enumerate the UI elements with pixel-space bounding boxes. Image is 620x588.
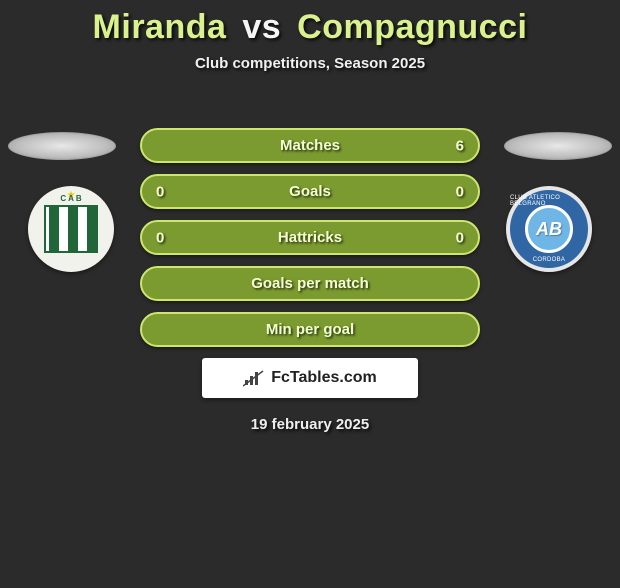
stat-label: Goals per match [251, 275, 369, 292]
title-player2: Compagnucci [297, 8, 527, 46]
title-player1: Miranda [93, 8, 227, 46]
stat-left-value: 0 [156, 229, 164, 246]
bar-chart-icon [243, 369, 265, 387]
stat-label: Matches [280, 137, 340, 154]
team2-ring-top: CLUB ATLETICO BELGRANO [510, 195, 588, 207]
page-title: Miranda vs Compagnucci [0, 8, 620, 47]
title-vs: vs [242, 8, 281, 46]
stat-left-value: 0 [156, 183, 164, 200]
team2-crest: CLUB ATLETICO BELGRANO AB CORDOBA [506, 186, 592, 272]
date-text: 19 february 2025 [140, 416, 480, 433]
stat-row: 0 Hattricks 0 [140, 220, 480, 255]
stat-row: Matches 6 [140, 128, 480, 163]
player1-name-ellipse [8, 132, 116, 160]
branding-badge: FcTables.com [202, 358, 418, 398]
team1-crest: ★ C A B [28, 186, 114, 272]
stat-row: 0 Goals 0 [140, 174, 480, 209]
stat-right-value: 6 [456, 137, 464, 154]
subtitle: Club competitions, Season 2025 [0, 55, 620, 72]
stats-column: Matches 6 0 Goals 0 0 Hattricks 0 Goals … [140, 128, 480, 433]
stat-label: Min per goal [266, 321, 354, 338]
team1-crest-text: C A B [60, 194, 81, 203]
stat-row: Goals per match [140, 266, 480, 301]
stat-label: Hattricks [278, 229, 342, 246]
stat-label: Goals [289, 183, 331, 200]
stat-right-value: 0 [456, 183, 464, 200]
branding-text: FcTables.com [271, 369, 377, 387]
player2-name-ellipse [504, 132, 612, 160]
team2-ring-bottom: CORDOBA [533, 257, 565, 263]
team2-monogram: AB [525, 205, 573, 253]
stat-row: Min per goal [140, 312, 480, 347]
stat-right-value: 0 [456, 229, 464, 246]
team1-crest-stripes [44, 205, 98, 253]
